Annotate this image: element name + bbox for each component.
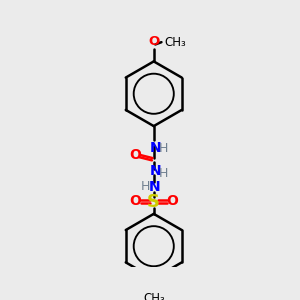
- Text: O: O: [129, 148, 141, 162]
- Text: O: O: [129, 194, 141, 208]
- Text: N: N: [149, 180, 160, 194]
- Text: S: S: [147, 193, 160, 211]
- Text: CH₃: CH₃: [164, 36, 186, 49]
- Text: N: N: [149, 141, 161, 155]
- Text: O: O: [166, 194, 178, 208]
- Text: H: H: [159, 167, 168, 180]
- Text: CH₃: CH₃: [143, 292, 165, 300]
- Text: N: N: [149, 164, 161, 178]
- Text: H: H: [141, 180, 150, 194]
- Text: H: H: [159, 142, 168, 155]
- Text: O: O: [148, 35, 159, 48]
